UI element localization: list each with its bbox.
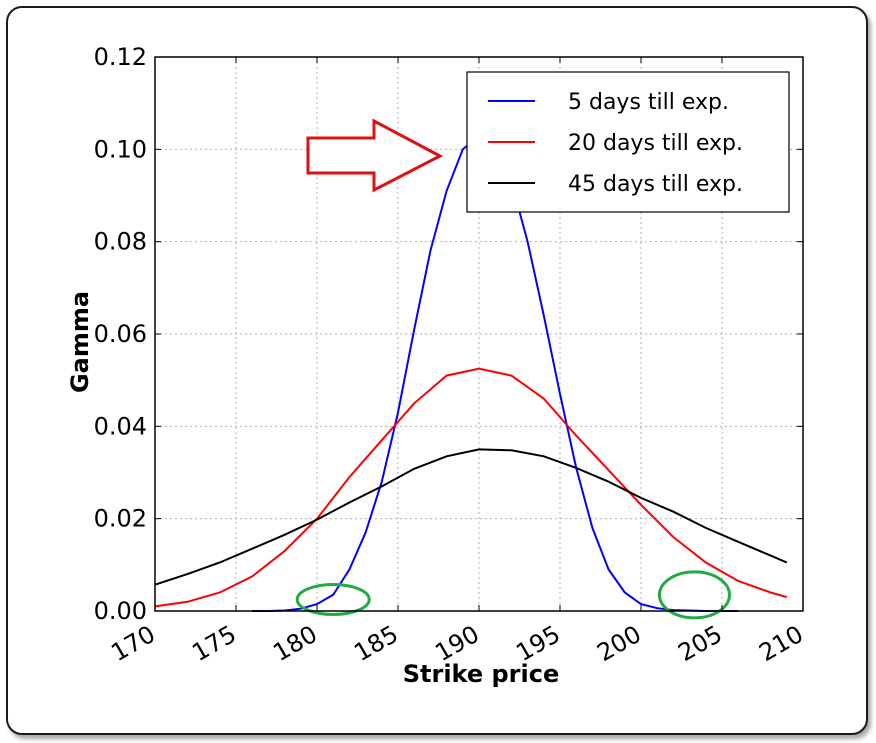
legend-label-2: 20 days till exp. — [568, 131, 743, 156]
series-line-2 — [154, 367, 788, 608]
y-tick-label: 0.00 — [94, 597, 147, 625]
legend: 5 days till exp. 20 days till exp. 45 days… — [466, 71, 790, 213]
x-tick-label: 170 — [106, 620, 160, 667]
x-axis-label: Strike price — [403, 660, 560, 688]
y-tick-label: 0.08 — [94, 228, 147, 256]
x-tick-label: 200 — [592, 620, 646, 667]
y-tick-label: 0.04 — [94, 412, 147, 440]
legend-label-1: 5 days till exp. — [568, 90, 729, 115]
green-ellipse-annotation — [657, 570, 731, 620]
y-tick-label: 0.12 — [94, 43, 147, 71]
x-tick-label: 185 — [349, 620, 403, 667]
x-tick-label: 175 — [187, 620, 241, 667]
y-tick-label: 0.02 — [94, 505, 147, 533]
y-tick-label: 0.06 — [94, 320, 147, 348]
y-axis-label: Gamma — [66, 291, 94, 393]
annotations — [295, 118, 731, 620]
series-line-3 — [154, 448, 788, 586]
green-ellipse-annotation — [295, 582, 371, 616]
x-tick-label: 210 — [754, 620, 808, 667]
legend-label-3: 45 days till exp. — [568, 172, 743, 197]
x-tick-label: 180 — [268, 620, 322, 667]
y-tick-label: 0.10 — [94, 135, 147, 163]
red-arrow-annotation — [306, 118, 444, 193]
x-tick-label: 205 — [673, 620, 727, 667]
